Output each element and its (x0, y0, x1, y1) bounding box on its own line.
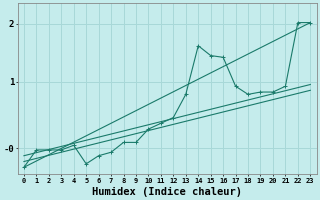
X-axis label: Humidex (Indice chaleur): Humidex (Indice chaleur) (92, 186, 242, 197)
